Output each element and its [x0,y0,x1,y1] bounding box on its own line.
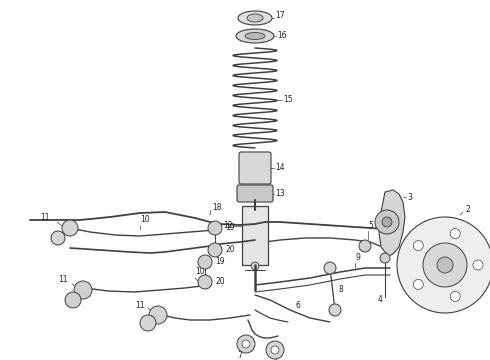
Text: 15: 15 [283,95,293,104]
Circle shape [423,243,467,287]
Text: 19: 19 [215,257,224,266]
Bar [242,206,268,265]
Text: 20: 20 [215,278,224,287]
Circle shape [62,220,78,236]
Circle shape [74,281,92,299]
Circle shape [237,335,255,353]
Circle shape [473,260,483,270]
Circle shape [51,231,65,245]
Text: 7: 7 [238,351,243,360]
Text: 17: 17 [275,12,285,21]
Text: 19: 19 [225,224,235,233]
Circle shape [437,257,453,273]
Ellipse shape [236,29,274,43]
Text: 11: 11 [136,301,145,310]
Circle shape [450,229,460,239]
Circle shape [413,279,423,289]
Circle shape [413,240,423,251]
Text: 12: 12 [223,221,233,230]
Circle shape [329,304,341,316]
Circle shape [380,253,390,263]
Circle shape [208,221,222,235]
Text: 2: 2 [465,206,470,215]
Circle shape [266,341,284,359]
Circle shape [198,275,212,289]
Circle shape [450,291,460,301]
Circle shape [65,292,81,308]
Polygon shape [379,190,405,256]
Circle shape [198,255,212,269]
Circle shape [382,217,392,227]
Circle shape [375,210,399,234]
Ellipse shape [247,14,263,22]
Circle shape [324,262,336,274]
Text: 11: 11 [41,213,50,222]
Text: 3: 3 [407,193,412,202]
Text: 18: 18 [212,203,221,212]
Text: 13: 13 [275,189,285,198]
Text: 10: 10 [195,267,205,276]
Text: 5: 5 [368,220,373,230]
Text: 8: 8 [338,285,343,294]
Text: 16: 16 [277,31,287,40]
Circle shape [208,243,222,257]
Circle shape [397,217,490,313]
Circle shape [271,346,279,354]
Circle shape [251,262,259,270]
Circle shape [149,306,167,324]
Text: 11: 11 [58,275,68,284]
Text: 10: 10 [140,216,149,225]
Circle shape [359,240,371,252]
Circle shape [140,315,156,331]
Ellipse shape [238,11,272,25]
Text: 4: 4 [378,296,382,305]
Text: 14: 14 [275,163,285,172]
Text: 20: 20 [225,246,235,255]
FancyBboxPatch shape [237,185,273,202]
Text: 6: 6 [295,301,300,310]
Circle shape [242,340,250,348]
FancyBboxPatch shape [239,152,271,184]
Ellipse shape [245,32,265,40]
Text: 9: 9 [355,253,360,262]
Text: 7: 7 [272,356,277,360]
